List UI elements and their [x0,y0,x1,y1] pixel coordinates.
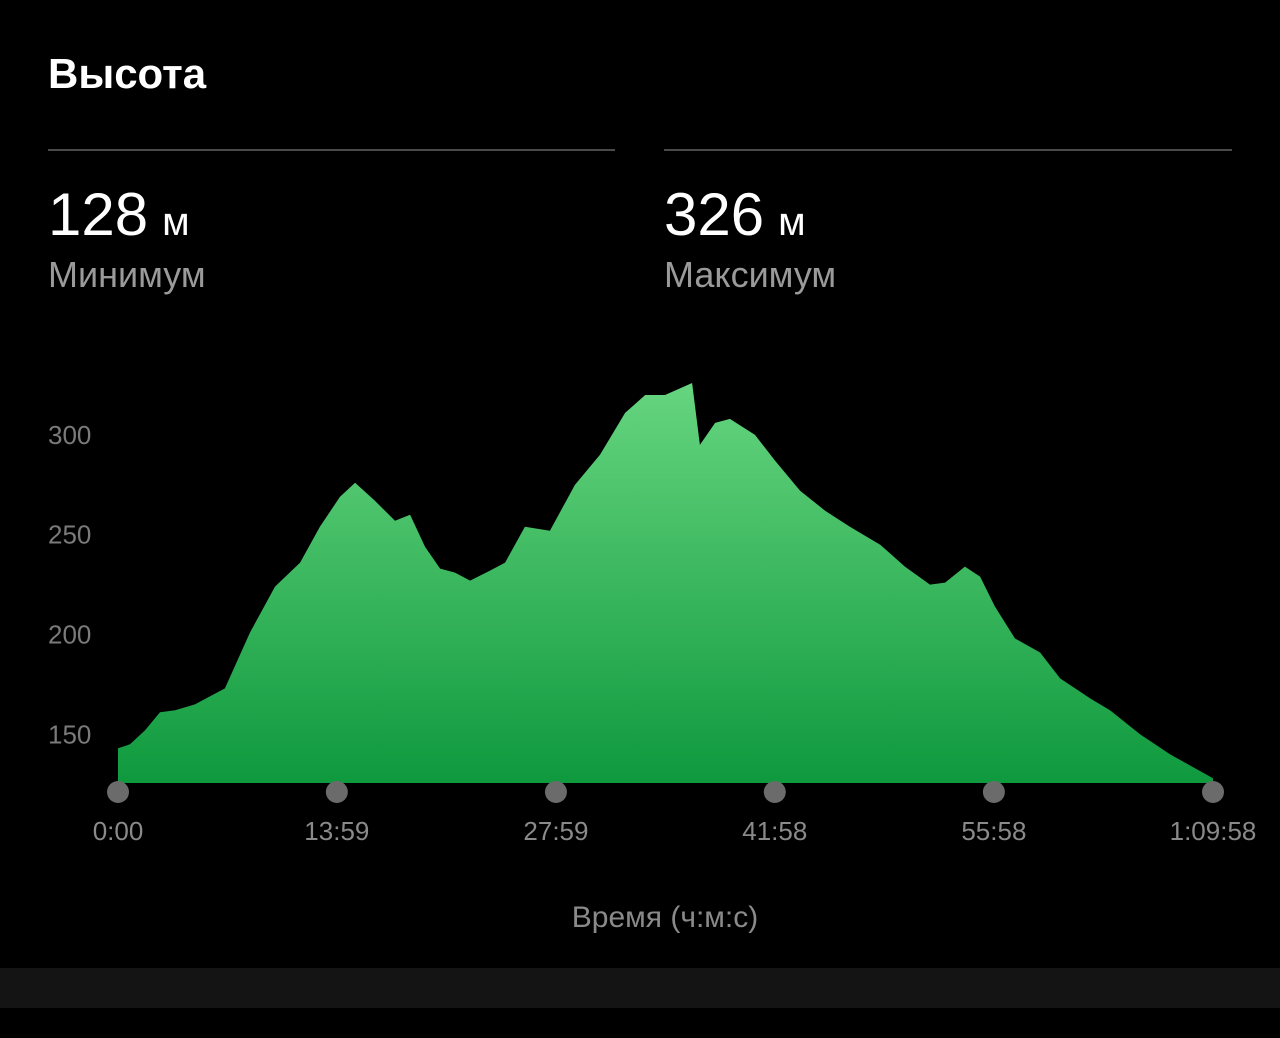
title: Высота [48,50,207,97]
x-tick-label: 27:59 [523,816,588,846]
stat-value: 326 м [664,181,806,248]
x-tick-label: 1:09:58 [1170,816,1257,846]
x-tick-dot [982,781,1005,803]
x-tick-dot [763,781,786,803]
x-tick-dot [1202,781,1224,803]
bottom-bar [0,968,1280,1008]
y-tick-label: 150 [48,719,91,749]
stat-number: 128 [48,181,148,248]
elevation-area [118,383,1213,783]
stat-label: Максимум [664,254,836,295]
y-tick-label: 200 [48,619,91,649]
x-axis-label: Время (ч:м:с) [572,901,759,934]
x-tick-dot [544,781,567,803]
x-tick-label: 0:00 [93,816,144,846]
x-tick-label: 55:58 [961,816,1026,846]
x-tick-dot [325,781,348,803]
stat-label: Минимум [48,254,206,295]
x-tick-label: 13:59 [304,816,369,846]
stat-number: 326 [664,181,764,248]
stat-value: 128 м [48,181,190,248]
stat-unit: м [162,200,190,244]
x-tick-label: 41:58 [742,816,807,846]
y-tick-label: 300 [48,420,91,450]
stat-unit: м [778,200,806,244]
x-tick-dot [107,781,129,803]
y-tick-label: 250 [48,520,91,550]
